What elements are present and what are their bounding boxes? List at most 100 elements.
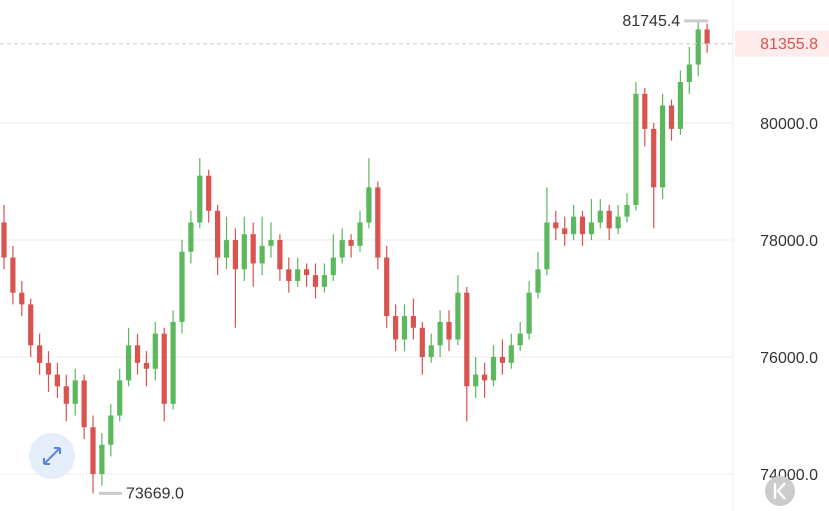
candle	[330, 234, 336, 281]
candle	[197, 158, 203, 229]
candle	[393, 304, 399, 352]
candle	[295, 257, 301, 287]
candle	[81, 374, 87, 439]
candle	[170, 310, 176, 410]
candle	[63, 374, 69, 422]
candle-body	[473, 374, 479, 387]
candle-body	[1, 222, 7, 258]
candle	[562, 216, 568, 246]
candle-body	[28, 304, 34, 346]
candle	[401, 304, 408, 352]
candle	[206, 169, 212, 223]
candle	[473, 357, 479, 398]
candle	[54, 362, 60, 398]
candle-body	[437, 321, 443, 346]
candle-body	[19, 292, 25, 305]
candle-body	[72, 380, 78, 404]
scroll-latest-button[interactable]	[765, 476, 795, 506]
candle-body	[312, 275, 319, 287]
candle	[126, 327, 132, 387]
candle	[357, 210, 363, 252]
candle	[535, 251, 541, 299]
candle	[686, 46, 692, 94]
expand-button[interactable]	[29, 433, 75, 479]
candle	[339, 228, 345, 264]
candle-body	[375, 187, 381, 258]
candle-body	[321, 275, 327, 287]
candle	[446, 310, 452, 352]
candle-body	[633, 93, 639, 205]
candle-body	[704, 29, 710, 44]
candle	[45, 351, 52, 393]
max-marker-label: 81745.4	[622, 13, 680, 30]
candle	[215, 204, 221, 276]
candle-body	[393, 316, 399, 340]
candle-body	[259, 245, 265, 264]
candle-body	[295, 269, 301, 281]
last-price-label: 81355.8	[760, 36, 818, 53]
candle	[606, 204, 612, 241]
candle-body	[357, 222, 363, 246]
candle-body	[642, 93, 648, 129]
candle-body	[464, 292, 470, 387]
candle-body	[499, 357, 505, 363]
candle-body	[517, 333, 523, 346]
candle-body	[455, 292, 461, 340]
last-price: 81355.8	[0, 30, 829, 57]
candle-body	[304, 269, 310, 276]
candle	[633, 82, 639, 211]
candle	[517, 321, 523, 352]
candle	[419, 321, 425, 375]
candle	[597, 199, 603, 229]
candle-body	[215, 210, 221, 258]
candle-body	[134, 345, 141, 363]
candle-body	[232, 240, 238, 270]
max-marker: 81745.4	[622, 13, 709, 30]
candle	[277, 234, 283, 281]
candle	[179, 240, 185, 334]
candle-body	[277, 240, 283, 270]
candle-body	[152, 333, 158, 369]
candle	[10, 245, 16, 305]
candle	[660, 93, 666, 200]
candle	[704, 23, 710, 53]
last-price-tag	[735, 30, 829, 57]
candle	[188, 210, 194, 264]
candle-body	[223, 240, 230, 258]
candle	[668, 99, 675, 141]
candle-body	[188, 222, 194, 252]
candle	[259, 216, 265, 276]
candle-body	[90, 427, 96, 475]
candle	[651, 123, 657, 229]
candle-body	[686, 64, 692, 83]
candle	[241, 216, 247, 281]
candle	[642, 87, 648, 147]
candle-body	[535, 269, 541, 293]
candle	[286, 257, 292, 293]
candle	[152, 321, 158, 381]
candle-body	[410, 316, 416, 328]
candle-body	[588, 222, 594, 235]
candle-body	[553, 222, 559, 229]
candle-body	[45, 362, 52, 375]
candle	[19, 280, 25, 317]
candle	[99, 433, 105, 486]
candle	[321, 263, 327, 293]
candle	[526, 280, 532, 340]
candle-body	[482, 374, 488, 381]
candle-body	[526, 292, 532, 334]
candle	[1, 204, 7, 270]
candle-body	[366, 187, 372, 223]
candle	[464, 286, 470, 422]
candle-body	[668, 105, 675, 129]
candle	[482, 362, 488, 398]
candle	[117, 368, 123, 422]
candle	[410, 298, 416, 340]
candle	[437, 310, 443, 358]
candle	[37, 333, 43, 375]
candle	[544, 187, 550, 276]
y-tick-label: 78000.0	[760, 233, 818, 250]
candle-body	[37, 345, 43, 363]
candle	[615, 204, 621, 235]
y-tick-label: 76000.0	[760, 350, 818, 367]
